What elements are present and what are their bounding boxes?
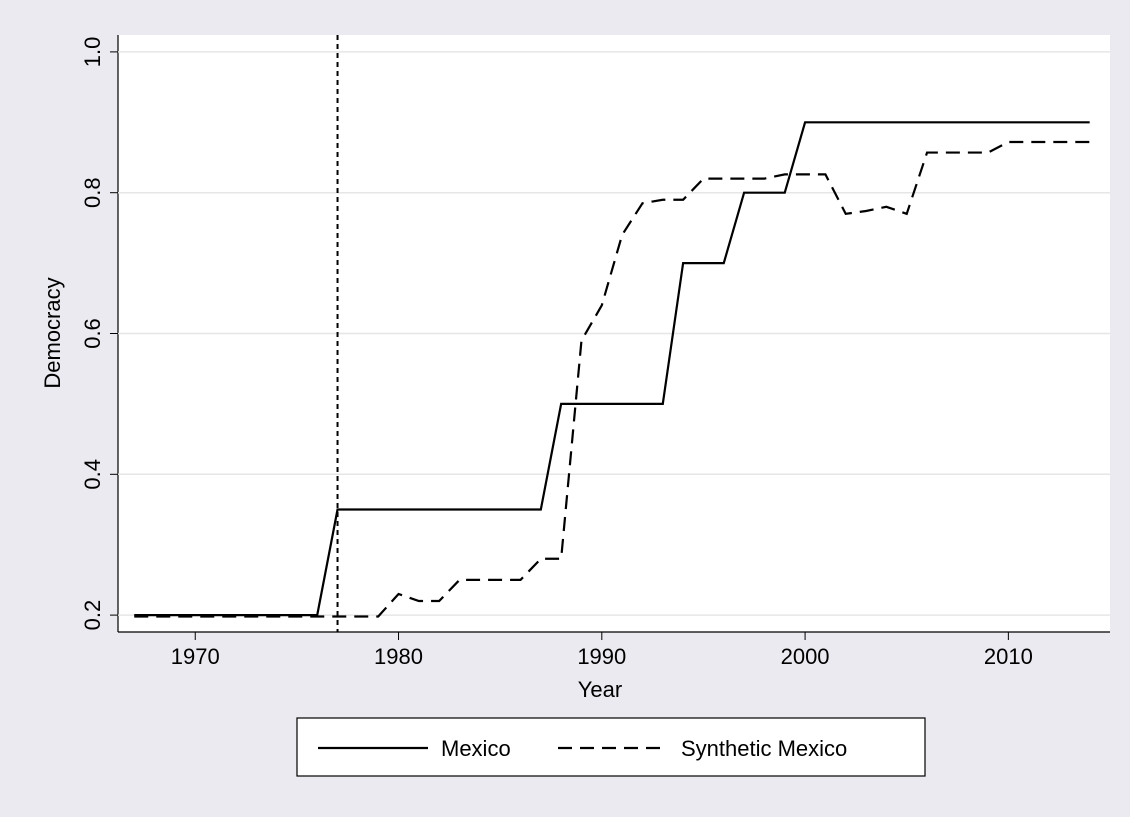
legend-label: Synthetic Mexico <box>681 736 847 761</box>
x-tick-label: 2010 <box>984 644 1033 669</box>
x-tick-label: 1970 <box>171 644 220 669</box>
series-line <box>134 140 1090 618</box>
y-tick-label: 0.6 <box>80 318 105 349</box>
y-tick-label: 1.0 <box>80 37 105 68</box>
x-tick-label: 1990 <box>577 644 626 669</box>
series-line <box>134 121 1090 617</box>
x-tick-label: 2000 <box>781 644 830 669</box>
x-tick-label: 1980 <box>374 644 423 669</box>
y-tick-label: 0.4 <box>80 459 105 490</box>
x-axis-label: Year <box>578 677 622 702</box>
y-tick-label: 0.2 <box>80 600 105 631</box>
y-tick-label: 0.8 <box>80 177 105 208</box>
y-axis-label: Democracy <box>40 277 65 388</box>
legend-label: Mexico <box>441 736 511 761</box>
